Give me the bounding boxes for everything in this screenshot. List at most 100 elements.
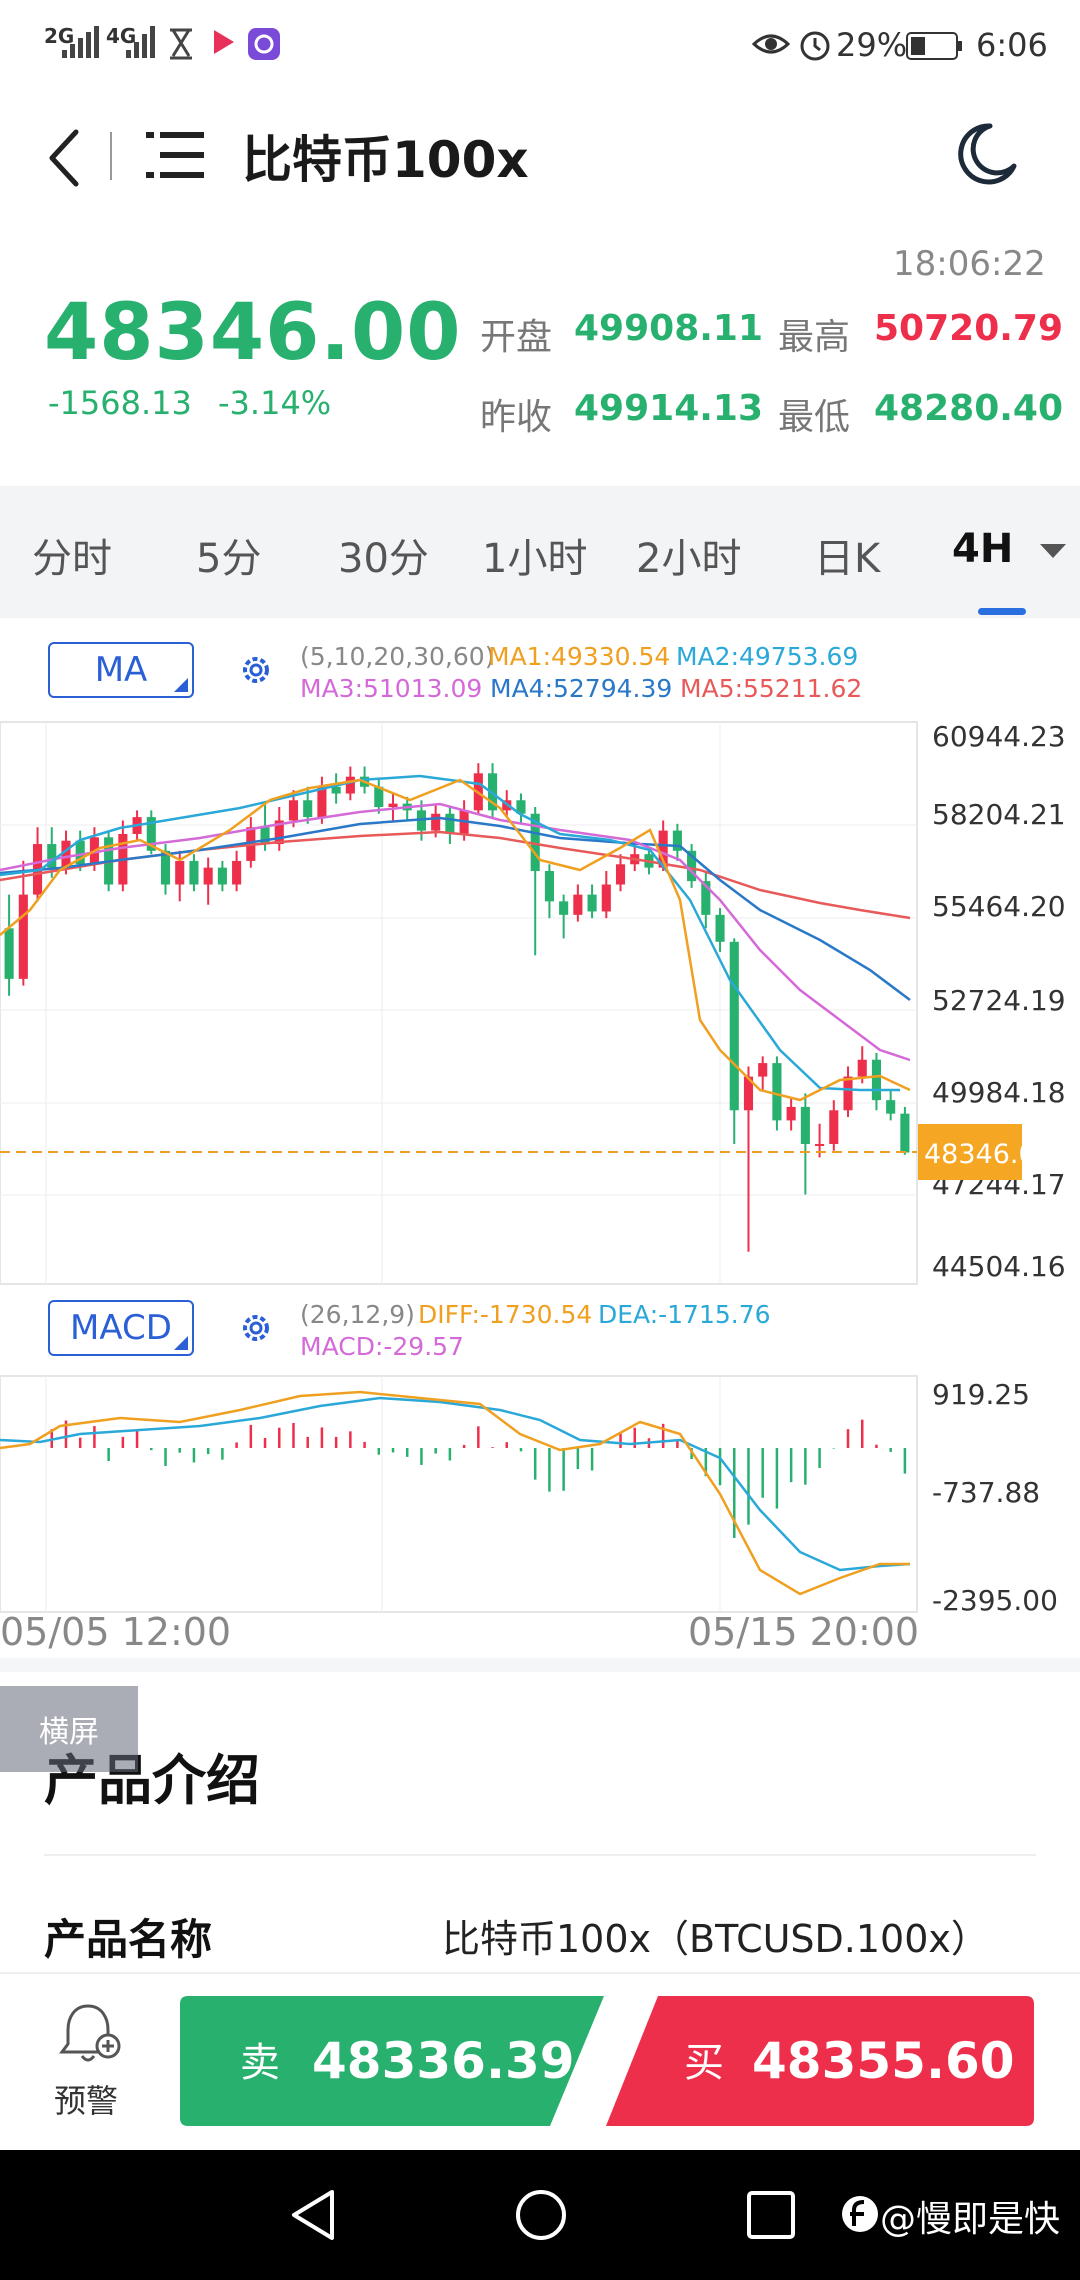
current-price-tag-bg: [918, 1124, 1022, 1180]
open-value: 49908.11: [574, 308, 764, 349]
candle-body: [288, 800, 299, 821]
app-icon: [214, 30, 234, 54]
quote-timestamp: 18:06:22: [893, 244, 1046, 284]
ma-indicator-button[interactable]: MA: [48, 642, 194, 698]
candle-body: [431, 813, 441, 831]
candle-body: [601, 884, 611, 912]
price-change-percent: -3.14%: [218, 384, 332, 422]
ma-settings-gear-icon[interactable]: [238, 652, 274, 688]
buy-label: 买: [684, 2040, 724, 2086]
buy-price: 48355.60: [752, 2032, 1015, 2090]
candle-body: [260, 827, 270, 845]
tab-2hour[interactable]: 2小时: [636, 536, 742, 582]
candle-body: [232, 860, 242, 885]
macd-params: (26,12,9): [300, 1300, 415, 1329]
candle-body: [530, 813, 540, 872]
landscape-button[interactable]: 横屏: [0, 1686, 138, 1772]
dropdown-corner-icon-2: [174, 1336, 188, 1350]
dea-value: DEA:-1715.76: [598, 1300, 771, 1329]
candle-body: [772, 1063, 782, 1121]
open-label: 开盘: [480, 317, 553, 358]
macd-tick-3: -2395.00: [932, 1584, 1058, 1614]
ma1-line: [0, 778, 911, 1102]
y-tick-2: 58204.21: [932, 798, 1066, 831]
macd-indicator-button[interactable]: MACD: [48, 1300, 194, 1356]
buy-button[interactable]: 买 48355.60: [604, 1996, 1034, 2126]
low-label: 最低: [778, 397, 851, 438]
tab-5min[interactable]: 5分: [196, 536, 262, 582]
candle-body: [160, 850, 171, 885]
candle-body: [516, 800, 526, 814]
active-tab-indicator: [978, 608, 1026, 615]
macd-chart[interactable]: 919.25 -737.88 -2395.00: [0, 1374, 1080, 1614]
candle-body: [217, 867, 227, 885]
hourglass-icon: [170, 28, 192, 60]
eye-icon: [752, 34, 790, 54]
dropdown-corner-icon: [174, 678, 188, 692]
x-axis-end: 05/15 20:00: [688, 1610, 920, 1654]
candle-body: [871, 1059, 882, 1101]
candle-body: [388, 803, 398, 807]
tab-dropdown-icon[interactable]: [1040, 544, 1066, 560]
watermark-logo-icon: [842, 2196, 878, 2232]
ma4-line: [0, 816, 911, 1001]
y-tick-7: 44504.16: [932, 1250, 1066, 1283]
ma5-value: MA5:55211.62: [680, 674, 863, 703]
candle-body: [331, 786, 341, 794]
menu-list-icon[interactable]: [146, 130, 206, 182]
tab-1hour[interactable]: 1小时: [482, 536, 588, 582]
back-arrow-icon[interactable]: [44, 128, 84, 188]
bell-plus-icon: [59, 2004, 121, 2062]
prev-close-label: 昨收: [480, 397, 553, 438]
tab-4h[interactable]: 4H: [952, 526, 1014, 572]
candle-body: [815, 1143, 825, 1146]
sell-button[interactable]: 卖 48336.39: [180, 1996, 608, 2126]
candle-body: [317, 786, 327, 818]
candle-body: [743, 1076, 754, 1111]
candle-body: [715, 914, 725, 942]
y-tick-5: 49984.18: [932, 1076, 1066, 1109]
candle-body: [786, 1106, 796, 1121]
moon-icon[interactable]: [956, 122, 1018, 188]
signal-icon: [62, 26, 99, 58]
high-value: 50720.79: [874, 308, 1064, 349]
candle-body: [274, 820, 284, 845]
diff-value: DIFF:-1730.54: [418, 1300, 593, 1329]
prev-close-value: 49914.13: [574, 388, 764, 429]
candle-body: [544, 871, 554, 902]
tab-timeshare[interactable]: 分时: [32, 536, 112, 582]
candle-body: [900, 1113, 910, 1153]
candle-body: [75, 840, 85, 865]
tab-30min[interactable]: 30分: [338, 536, 429, 582]
candle-body: [658, 830, 668, 868]
nav-home-icon[interactable]: [514, 2188, 568, 2242]
candle-body: [672, 830, 682, 851]
candle-body: [615, 864, 626, 885]
nav-recents-icon[interactable]: [746, 2190, 796, 2240]
nav-back-icon[interactable]: [288, 2188, 338, 2242]
header-divider: [110, 132, 112, 180]
candle-body: [345, 776, 355, 794]
signal-icon-2: [126, 26, 155, 58]
candle-body: [758, 1063, 768, 1077]
product-name-label: 产品名称: [44, 1915, 213, 1964]
section-divider: [0, 1658, 1080, 1672]
current-price-tag: 48346.00: [924, 1139, 1053, 1170]
ma4-value: MA4:52794.39: [490, 674, 673, 703]
candle-body: [701, 881, 711, 915]
macd-settings-gear-icon[interactable]: [238, 1310, 274, 1346]
ma3-value: MA3:51013.09: [300, 674, 483, 703]
alarm-icon: [800, 31, 830, 61]
candle-body: [203, 867, 213, 885]
candle-body: [729, 941, 739, 1111]
y-tick-4: 52724.19: [932, 984, 1066, 1017]
candle-body: [303, 800, 313, 818]
price-change: -1568.13: [48, 384, 192, 422]
candle-body: [4, 928, 14, 979]
current-price: 48346.00: [44, 288, 462, 378]
candle-body: [559, 901, 569, 915]
ma2-line: [0, 774, 900, 1092]
tab-daily[interactable]: 日K: [814, 536, 881, 582]
candlestick-chart[interactable]: 60944.23 58204.21 55464.20 52724.19 4998…: [0, 720, 1080, 1286]
alert-button[interactable]: 预警: [54, 1998, 126, 2122]
